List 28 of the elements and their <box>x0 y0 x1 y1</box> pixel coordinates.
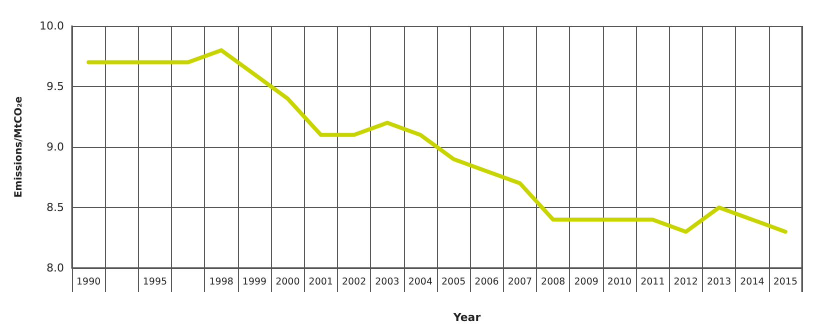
x-tick-label: 1998 <box>209 276 234 288</box>
x-tick-label: 2015 <box>773 276 798 288</box>
x-tick-label: 2002 <box>342 276 366 288</box>
x-tick-label: 1990 <box>76 276 101 288</box>
x-tick-label: 1995 <box>142 276 168 288</box>
y-tick-label: 10.0 <box>40 20 64 32</box>
x-axis-title: Year <box>452 311 482 324</box>
y-tick-label: 9.5 <box>46 80 64 93</box>
x-tick-label: 2004 <box>408 276 433 288</box>
x-tick-label: 2009 <box>574 276 598 288</box>
x-tick-label: 2000 <box>276 276 300 288</box>
line-series <box>86 48 788 234</box>
x-tick-label: 2005 <box>441 276 466 288</box>
y-tick-label: 8.0 <box>46 262 64 274</box>
x-tick-label: 2008 <box>541 276 566 288</box>
x-tick-label: 2012 <box>674 276 698 288</box>
x-tick-label: 1999 <box>242 276 267 288</box>
y-tick-label: 8.5 <box>46 201 64 214</box>
x-tick-label: 2007 <box>508 276 532 288</box>
x-tick-label: 2010 <box>607 276 632 288</box>
y-axis-title: Emissions/MtCO₂e <box>14 96 24 198</box>
x-tick-label: 2006 <box>474 276 499 288</box>
x-tick-label: 2013 <box>706 276 732 288</box>
x-tick-label: 2001 <box>308 276 333 288</box>
x-tick-label: 2014 <box>740 276 764 288</box>
y-tick-label: 9.0 <box>46 140 64 154</box>
x-tick-label: 2003 <box>375 276 400 288</box>
x-tick-label: 2011 <box>640 276 665 288</box>
